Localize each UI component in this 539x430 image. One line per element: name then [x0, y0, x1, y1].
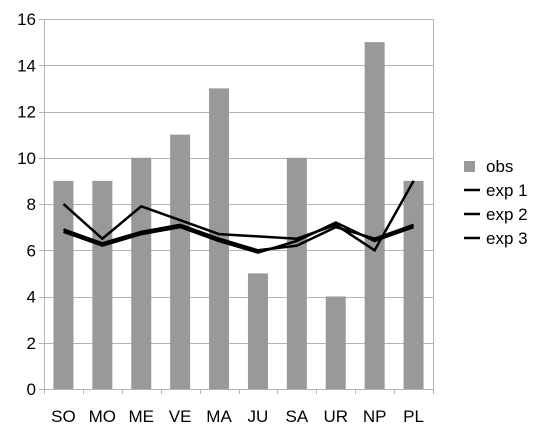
bar-obs-UR — [325, 296, 346, 389]
bar-obs-MO — [92, 180, 113, 389]
bar-obs-ME — [131, 157, 152, 389]
y-tick-label: 4 — [27, 288, 36, 307]
legend-label-obs: obs — [486, 157, 513, 176]
y-tick-label: 14 — [17, 56, 36, 75]
y-tick-label: 12 — [17, 103, 36, 122]
axes — [39, 19, 434, 394]
line-exp-3 — [63, 221, 415, 254]
x-tick-label-SO: SO — [51, 407, 76, 426]
y-tick-label: 10 — [17, 149, 36, 168]
x-tick-label-JU: JU — [248, 407, 269, 426]
x-tick-label-SA: SA — [286, 407, 309, 426]
x-tick-label-UR: UR — [323, 407, 348, 426]
x-tick-labels: SO MO ME VE MA JU SA UR NP PL — [51, 407, 424, 426]
series-lines — [62, 180, 415, 254]
x-tick-label-VE: VE — [169, 407, 192, 426]
line-exp-1 — [62, 180, 415, 253]
legend: obs exp 1 exp 2 exp 3 — [464, 157, 528, 248]
legend-label-exp-1: exp 1 — [486, 181, 528, 200]
x-tick-label-PL: PL — [403, 407, 424, 426]
x-tick-label-MA: MA — [206, 407, 232, 426]
y-tick-label: 2 — [27, 334, 36, 353]
bar-obs-PL — [403, 180, 424, 389]
bars — [53, 42, 424, 389]
y-tick-label: 6 — [27, 241, 36, 260]
legend-swatch-obs — [464, 161, 475, 172]
x-tick-label-ME: ME — [129, 407, 155, 426]
bar-obs-VE — [170, 134, 191, 389]
bar-obs-SO — [53, 180, 74, 389]
y-tick-label: 16 — [17, 10, 36, 29]
y-tick-label: 0 — [27, 380, 36, 399]
x-tick-label-MO: MO — [89, 407, 116, 426]
legend-label-exp-2: exp 2 — [486, 205, 528, 224]
x-tick-label-NP: NP — [363, 407, 387, 426]
y-tick-labels: 0 2 4 6 8 10 12 14 16 — [17, 10, 36, 399]
bar-obs-NP — [364, 42, 385, 389]
bar-obs-SA — [286, 157, 307, 389]
bar-obs-JU — [247, 273, 268, 389]
legend-label-exp-3: exp 3 — [486, 229, 528, 248]
y-tick-label: 8 — [27, 195, 36, 214]
